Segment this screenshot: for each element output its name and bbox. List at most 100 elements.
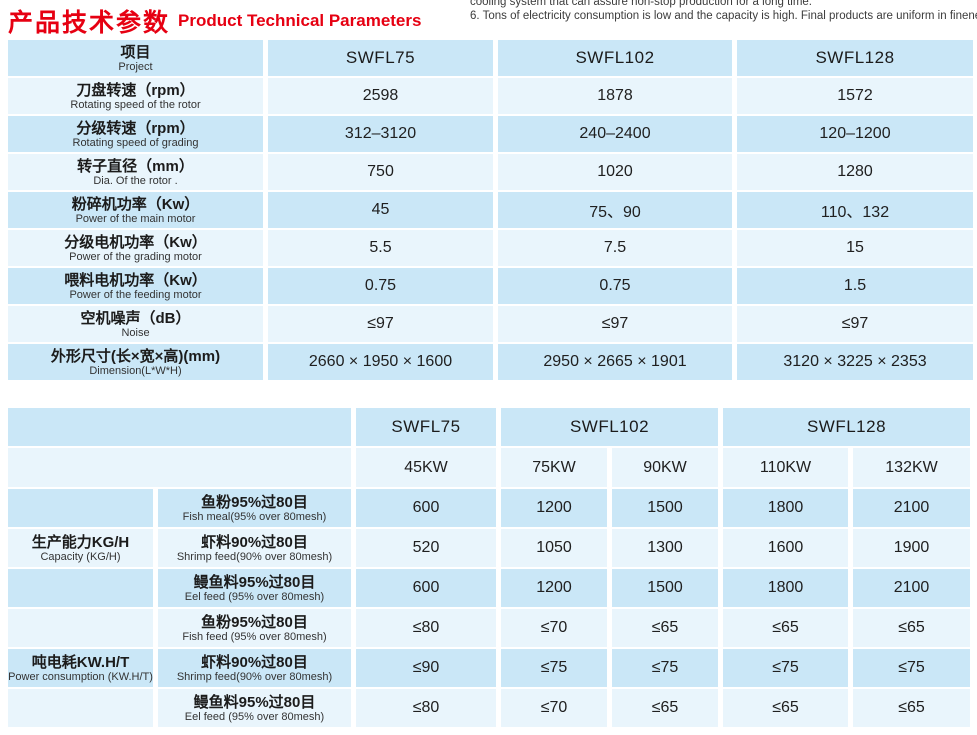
value-cell: 1800 [723, 569, 848, 607]
perf-header-spacer [8, 448, 351, 487]
spec-model-swfl102: SWFL102 [498, 40, 732, 76]
perf-model-swfl75: SWFL75 [356, 408, 496, 446]
value-cell: 120–1200 [737, 116, 973, 152]
value-cell: 1500 [612, 489, 718, 527]
row-label: 分级转速（rpm） Rotating speed of grading [8, 116, 263, 152]
value-cell: 600 [356, 489, 496, 527]
value-cell: 1878 [498, 78, 732, 114]
item-label-eel-feed: 鳗鱼料95%过80目 Eel feed (95% over 80mesh) [158, 689, 351, 727]
row-label-zh: 粉碎机功率（Kw） [71, 195, 200, 213]
model-label: SWFL75 [345, 48, 416, 67]
value-cell: 15 [737, 230, 973, 266]
kw-header: 110KW [723, 448, 848, 487]
row-label: 外形尺寸(长×宽×高)(mm) Dimension(L*W*H) [8, 344, 263, 380]
row-label-zh: 转子直径（mm） [77, 157, 194, 175]
value-cell: ≤75 [853, 649, 970, 687]
value-cell: 1050 [501, 529, 607, 567]
page-header: 产品技术参数 Product Technical Parameters cooli… [0, 0, 977, 37]
row-label-zh: 刀盘转速（rpm） [76, 81, 195, 99]
value-cell: 3120 × 3225 × 2353 [737, 344, 973, 380]
value-cell: 1900 [853, 529, 970, 567]
perf-kw-header-row: 45KW 75KW 90KW 110KW 132KW [8, 448, 970, 487]
value-cell: 1300 [612, 529, 718, 567]
group-label-capacity: 生产能力KG/H Capacity (KG/H) [8, 489, 153, 607]
value-cell: ≤90 [356, 649, 496, 687]
row-label-en: Power of the main motor [75, 212, 196, 225]
spec-table: 项目 Project SWFL75 SWFL102 SWFL128 刀盘转速（r… [8, 40, 973, 380]
value-cell: 0.75 [268, 268, 493, 304]
spec-header-row: 项目 Project SWFL75 SWFL102 SWFL128 [8, 40, 973, 76]
value-cell: 520 [356, 529, 496, 567]
row-label-en: Noise [121, 326, 150, 339]
value-cell: 5.5 [268, 230, 493, 266]
value-cell: 1600 [723, 529, 848, 567]
spec-header-label: 项目 Project [8, 40, 263, 76]
value-cell: 2950 × 2665 × 1901 [498, 344, 732, 380]
perf-model-swfl128: SWFL128 [723, 408, 970, 446]
value-cell: 75、90 [498, 192, 732, 228]
spec-model-swfl75: SWFL75 [268, 40, 493, 76]
value-cell: ≤65 [853, 609, 970, 647]
model-label: SWFL102 [575, 48, 655, 67]
value-cell: ≤80 [356, 689, 496, 727]
row-label-zh: 空机噪声（dB） [80, 309, 191, 327]
row-label: 分级电机功率（Kw） Power of the grading motor [8, 230, 263, 266]
value-cell: 45 [268, 192, 493, 228]
value-cell: 1500 [612, 569, 718, 607]
spec-row-dimension: 外形尺寸(长×宽×高)(mm) Dimension(L*W*H) 2660 × … [8, 344, 973, 380]
value-cell: 1572 [737, 78, 973, 114]
spec-row-rotor-dia: 转子直径（mm） Dia. Of the rotor . 750 1020 12… [8, 154, 973, 190]
model-label: SWFL128 [815, 48, 895, 67]
value-cell: ≤80 [356, 609, 496, 647]
value-cell: 1280 [737, 154, 973, 190]
value-cell: 1200 [501, 489, 607, 527]
value-cell: 1800 [723, 489, 848, 527]
row-label-en: Rotating speed of the rotor [70, 98, 201, 111]
spec-header-zh: 项目 [120, 43, 151, 61]
value-cell: 240–2400 [498, 116, 732, 152]
group-label-power-consumption: 吨电耗KW.H/T Power consumption (KW.H/T) [8, 609, 153, 727]
model-label: SWFL102 [569, 417, 650, 436]
kw-header: 90KW [612, 448, 718, 487]
value-cell: ≤65 [723, 689, 848, 727]
value-cell: ≤70 [501, 689, 607, 727]
row-label-en: Rotating speed of grading [72, 136, 199, 149]
model-label: SWFL75 [391, 417, 461, 436]
row-label: 刀盘转速（rpm） Rotating speed of the rotor [8, 78, 263, 114]
group-label-en: Power consumption (KW.H/T) [8, 670, 153, 683]
value-cell: 0.75 [498, 268, 732, 304]
value-cell: ≤65 [612, 609, 718, 647]
value-cell: ≤97 [737, 306, 973, 342]
value-cell: ≤65 [723, 609, 848, 647]
value-cell: ≤65 [612, 689, 718, 727]
page-title-zh: 产品技术参数 [8, 9, 171, 37]
page-title-en: Product Technical Parameters [178, 11, 422, 30]
row-label: 喂料电机功率（Kw） Power of the feeding motor [8, 268, 263, 304]
value-cell: ≤75 [612, 649, 718, 687]
kw-header: 45KW [356, 448, 496, 487]
kw-header: 132KW [853, 448, 970, 487]
value-cell: ≤97 [268, 306, 493, 342]
value-cell: 1200 [501, 569, 607, 607]
row-label-zh: 外形尺寸(长×宽×高)(mm) [50, 347, 221, 365]
value-cell: 1020 [498, 154, 732, 190]
spec-row-main-motor: 粉碎机功率（Kw） Power of the main motor 45 75、… [8, 192, 973, 228]
value-cell: 2660 × 1950 × 1600 [268, 344, 493, 380]
row-label-zh: 分级电机功率（Kw） [64, 233, 207, 251]
model-label: SWFL128 [806, 417, 887, 436]
spec-row-grading-speed: 分级转速（rpm） Rotating speed of grading 312–… [8, 116, 973, 152]
group-label-zh: 生产能力KG/H [31, 533, 130, 551]
spec-header-en: Project [118, 60, 153, 73]
spec-row-feeding-motor: 喂料电机功率（Kw） Power of the feeding motor 0.… [8, 268, 973, 304]
value-cell: 312–3120 [268, 116, 493, 152]
row-label-en: Dimension(L*W*H) [89, 364, 182, 377]
row-label-zh: 喂料电机功率（Kw） [64, 271, 207, 289]
row-label: 转子直径（mm） Dia. Of the rotor . [8, 154, 263, 190]
item-label-shrimp-feed: 虾料90%过80目 Shrimp feed(90% over 80mesh) [158, 649, 351, 687]
item-label-eel-feed: 鳗鱼料95%过80目 Eel feed (95% over 80mesh) [158, 569, 351, 607]
performance-table: SWFL75 SWFL102 SWFL128 45KW 75KW 90KW 11… [8, 408, 970, 727]
value-cell: ≤75 [501, 649, 607, 687]
value-cell: 7.5 [498, 230, 732, 266]
value-cell: 2100 [853, 569, 970, 607]
row-label-zh: 分级转速（rpm） [76, 119, 195, 137]
